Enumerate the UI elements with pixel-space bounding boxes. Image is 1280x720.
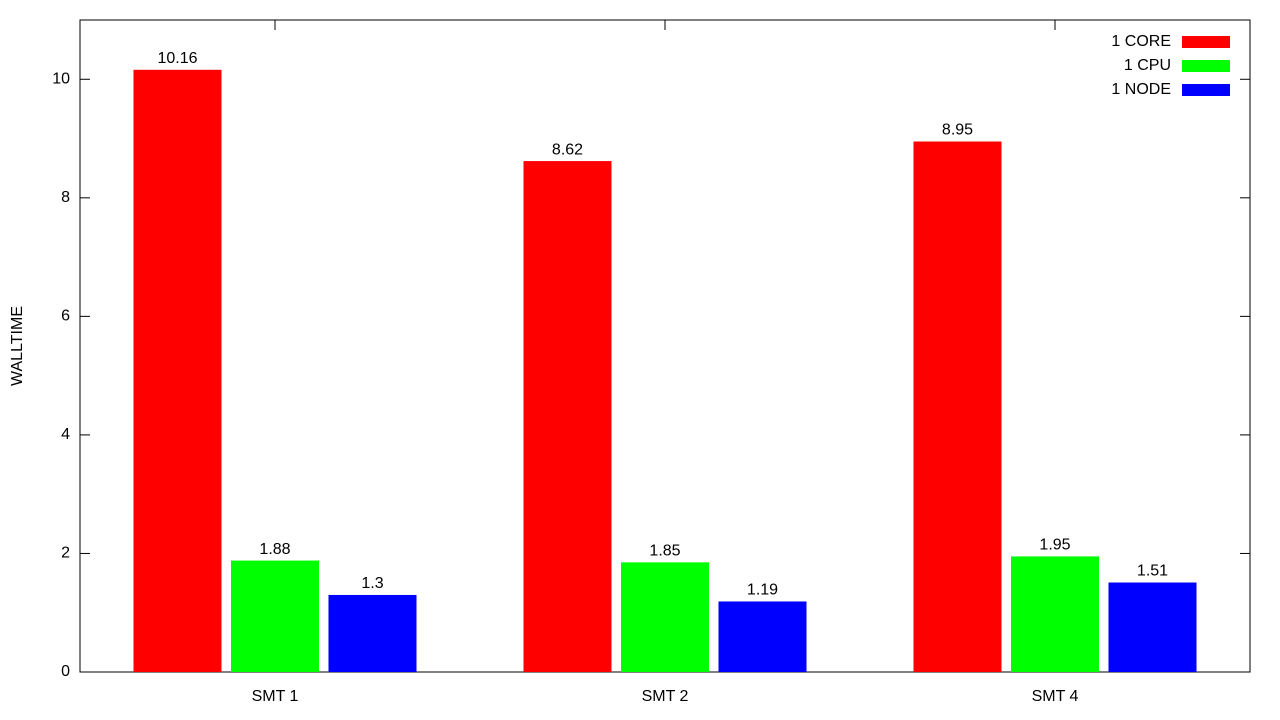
value-label: 8.62 [552,141,583,158]
legend-swatch [1182,60,1230,72]
y-axis-label: WALLTIME [9,306,26,386]
legend-label: 1 CPU [1124,57,1171,74]
x-tick-label: SMT 4 [1032,688,1079,705]
y-tick-label: 2 [61,545,70,562]
legend-label: 1 NODE [1111,81,1171,98]
legend-swatch [1182,84,1230,96]
bar [1011,556,1099,672]
y-tick-label: 4 [61,426,70,443]
value-label: 1.3 [361,575,383,592]
bar [718,601,807,672]
legend-swatch [1182,36,1230,48]
bar [328,594,417,672]
value-label: 1.95 [1039,537,1070,554]
bar [231,560,319,672]
legend-label: 1 CORE [1111,33,1171,50]
value-label: 1.85 [649,543,680,560]
y-tick-label: 6 [61,308,70,325]
x-tick-label: SMT 1 [252,688,299,705]
y-tick-label: 10 [52,70,70,87]
x-tick-label: SMT 2 [642,688,689,705]
bar [523,161,612,672]
value-label: 10.16 [157,50,197,67]
value-label: 1.51 [1137,563,1168,580]
y-tick-label: 0 [61,663,70,680]
y-tick-label: 8 [61,189,70,206]
value-label: 8.95 [942,122,973,139]
value-label: 1.88 [259,541,290,558]
bar [621,562,709,672]
bar [1108,582,1197,672]
bar [913,141,1002,672]
bar [133,69,222,673]
value-label: 1.19 [747,582,778,599]
